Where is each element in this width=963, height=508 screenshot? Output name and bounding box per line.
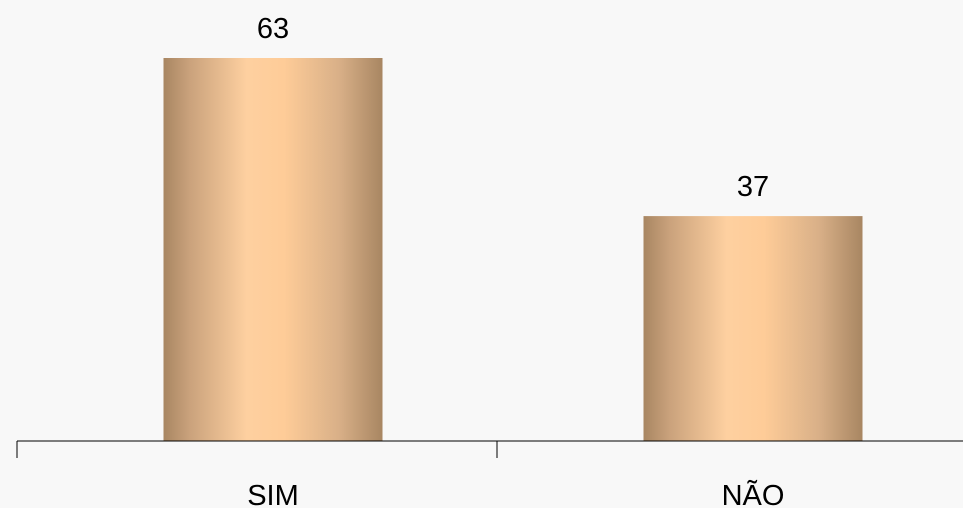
bar-nao [643,216,863,441]
x-tick-label: NÃO [722,478,785,508]
x-axis [16,440,963,458]
data-labels-group: 63 37 [257,13,769,203]
bars-group [163,58,863,441]
bar-sim [163,58,383,441]
x-tick-labels-group: SIM NÃO [247,478,784,508]
data-label: 63 [257,13,289,45]
data-label: 37 [737,171,769,203]
x-tick-label: SIM [247,480,299,508]
